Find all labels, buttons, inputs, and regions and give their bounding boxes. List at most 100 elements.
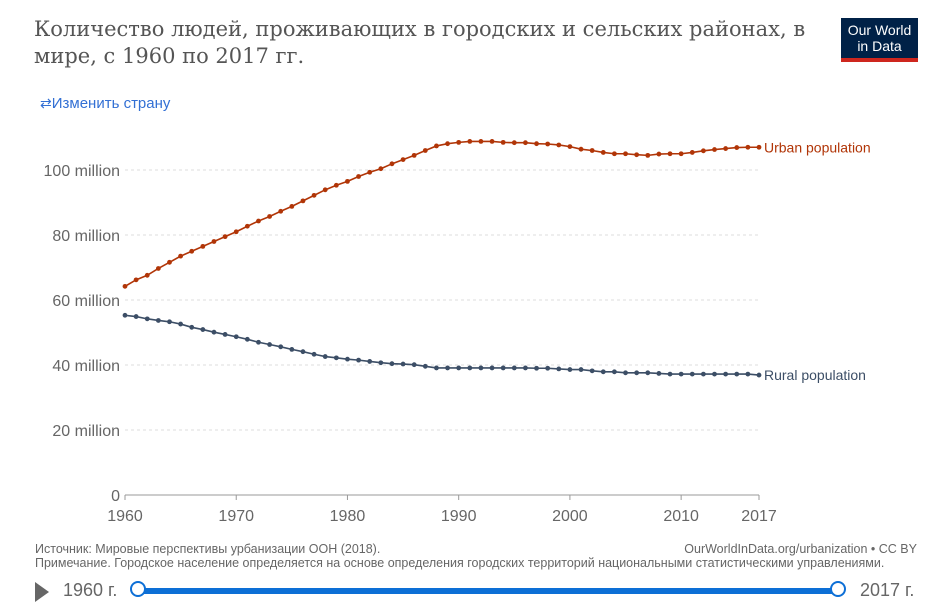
data-point	[400, 157, 406, 163]
x-tick-label: 1990	[441, 508, 477, 525]
data-point	[489, 365, 495, 371]
owid-logo[interactable]: Our World in Data	[841, 18, 918, 62]
source-text: Источник: Мировые перспективы урбанизаци…	[35, 542, 381, 556]
data-point	[600, 150, 606, 155]
data-point	[233, 229, 239, 235]
data-point	[411, 152, 417, 158]
x-tick-label: 2017	[741, 508, 777, 525]
data-point	[200, 327, 206, 332]
data-point	[345, 178, 350, 184]
data-point	[345, 356, 350, 362]
data-point	[667, 151, 673, 157]
data-point	[233, 334, 239, 340]
data-point	[689, 150, 695, 155]
data-point	[144, 316, 150, 322]
y-tick-label: 0	[111, 488, 120, 505]
data-point	[623, 370, 628, 376]
data-point	[278, 344, 284, 350]
data-point	[723, 146, 729, 151]
data-point	[578, 146, 584, 152]
data-point	[756, 372, 762, 378]
data-point	[511, 140, 517, 146]
data-point	[567, 367, 573, 372]
data-point	[456, 139, 462, 145]
data-point	[712, 147, 717, 152]
data-point	[756, 144, 762, 150]
timeline-start-label: 1960 г.	[63, 580, 118, 600]
x-tick-label: 1960	[107, 508, 143, 525]
data-point	[167, 319, 172, 325]
x-tick-label: 2010	[663, 508, 699, 525]
data-point	[289, 204, 295, 209]
credit-link[interactable]: OurWorldInData.org/urbanization • CC BY	[684, 542, 917, 556]
data-point	[500, 139, 506, 145]
data-point	[311, 351, 317, 357]
data-point	[567, 144, 573, 150]
data-point	[534, 141, 539, 147]
timeline-track[interactable]	[138, 588, 838, 594]
timeline-end-handle[interactable]	[830, 581, 846, 597]
data-point	[389, 361, 395, 367]
data-point	[712, 371, 717, 377]
data-point	[589, 368, 595, 374]
data-point	[244, 223, 250, 229]
data-point	[300, 349, 306, 355]
data-point	[367, 169, 373, 175]
line-chart: 0 20 million 40 million 60 million 80 millio…	[44, 139, 871, 525]
swap-arrows-icon: ⇄	[40, 95, 52, 111]
data-point	[189, 324, 195, 330]
data-point	[422, 148, 428, 153]
change-country-button[interactable]: ⇄Изменить страну	[40, 95, 170, 112]
data-point	[445, 365, 450, 371]
data-point	[578, 367, 584, 372]
x-tick-label: 2000	[552, 508, 588, 525]
data-point	[656, 371, 662, 376]
data-point	[589, 148, 595, 153]
data-point	[356, 174, 361, 179]
data-point	[144, 272, 150, 278]
data-point	[478, 365, 484, 371]
data-point	[500, 365, 506, 371]
data-point	[545, 141, 551, 147]
data-point	[467, 365, 473, 371]
data-point	[723, 371, 729, 377]
data-point	[678, 151, 684, 157]
x-tick-label: 1970	[218, 508, 254, 525]
data-point	[745, 144, 751, 150]
logo-line-2: in Data	[857, 38, 902, 54]
data-point	[133, 314, 139, 319]
data-point	[378, 166, 384, 172]
data-point	[211, 329, 217, 335]
data-point	[645, 370, 651, 376]
data-point	[178, 253, 184, 259]
timeline: 1960 г. 2017 г.	[0, 578, 941, 608]
logo-line-1: Our World	[847, 22, 912, 38]
data-point	[612, 369, 617, 375]
y-tick-label: 20 million	[52, 423, 120, 440]
series-line-0	[124, 140, 759, 288]
y-tick-label: 60 million	[52, 293, 120, 310]
data-point	[700, 371, 706, 377]
timeline-start-handle[interactable]	[130, 581, 146, 597]
data-point	[434, 143, 439, 149]
data-point	[322, 354, 328, 359]
data-point	[667, 371, 673, 377]
data-point	[734, 145, 740, 150]
data-point	[300, 198, 306, 204]
chart-title: Количество людей, проживающих в городски…	[34, 17, 806, 68]
data-point	[456, 365, 462, 371]
data-point	[267, 214, 272, 219]
data-point	[189, 248, 195, 254]
data-point	[445, 141, 450, 147]
data-point	[356, 357, 361, 363]
data-point	[678, 371, 684, 377]
data-point	[523, 140, 528, 146]
data-point	[545, 365, 551, 371]
data-point	[333, 182, 339, 188]
data-point	[311, 192, 317, 198]
data-point	[645, 152, 651, 158]
series-label: Rural population	[764, 367, 866, 383]
play-icon[interactable]	[35, 582, 49, 602]
data-point	[378, 360, 384, 366]
data-point	[700, 148, 706, 154]
